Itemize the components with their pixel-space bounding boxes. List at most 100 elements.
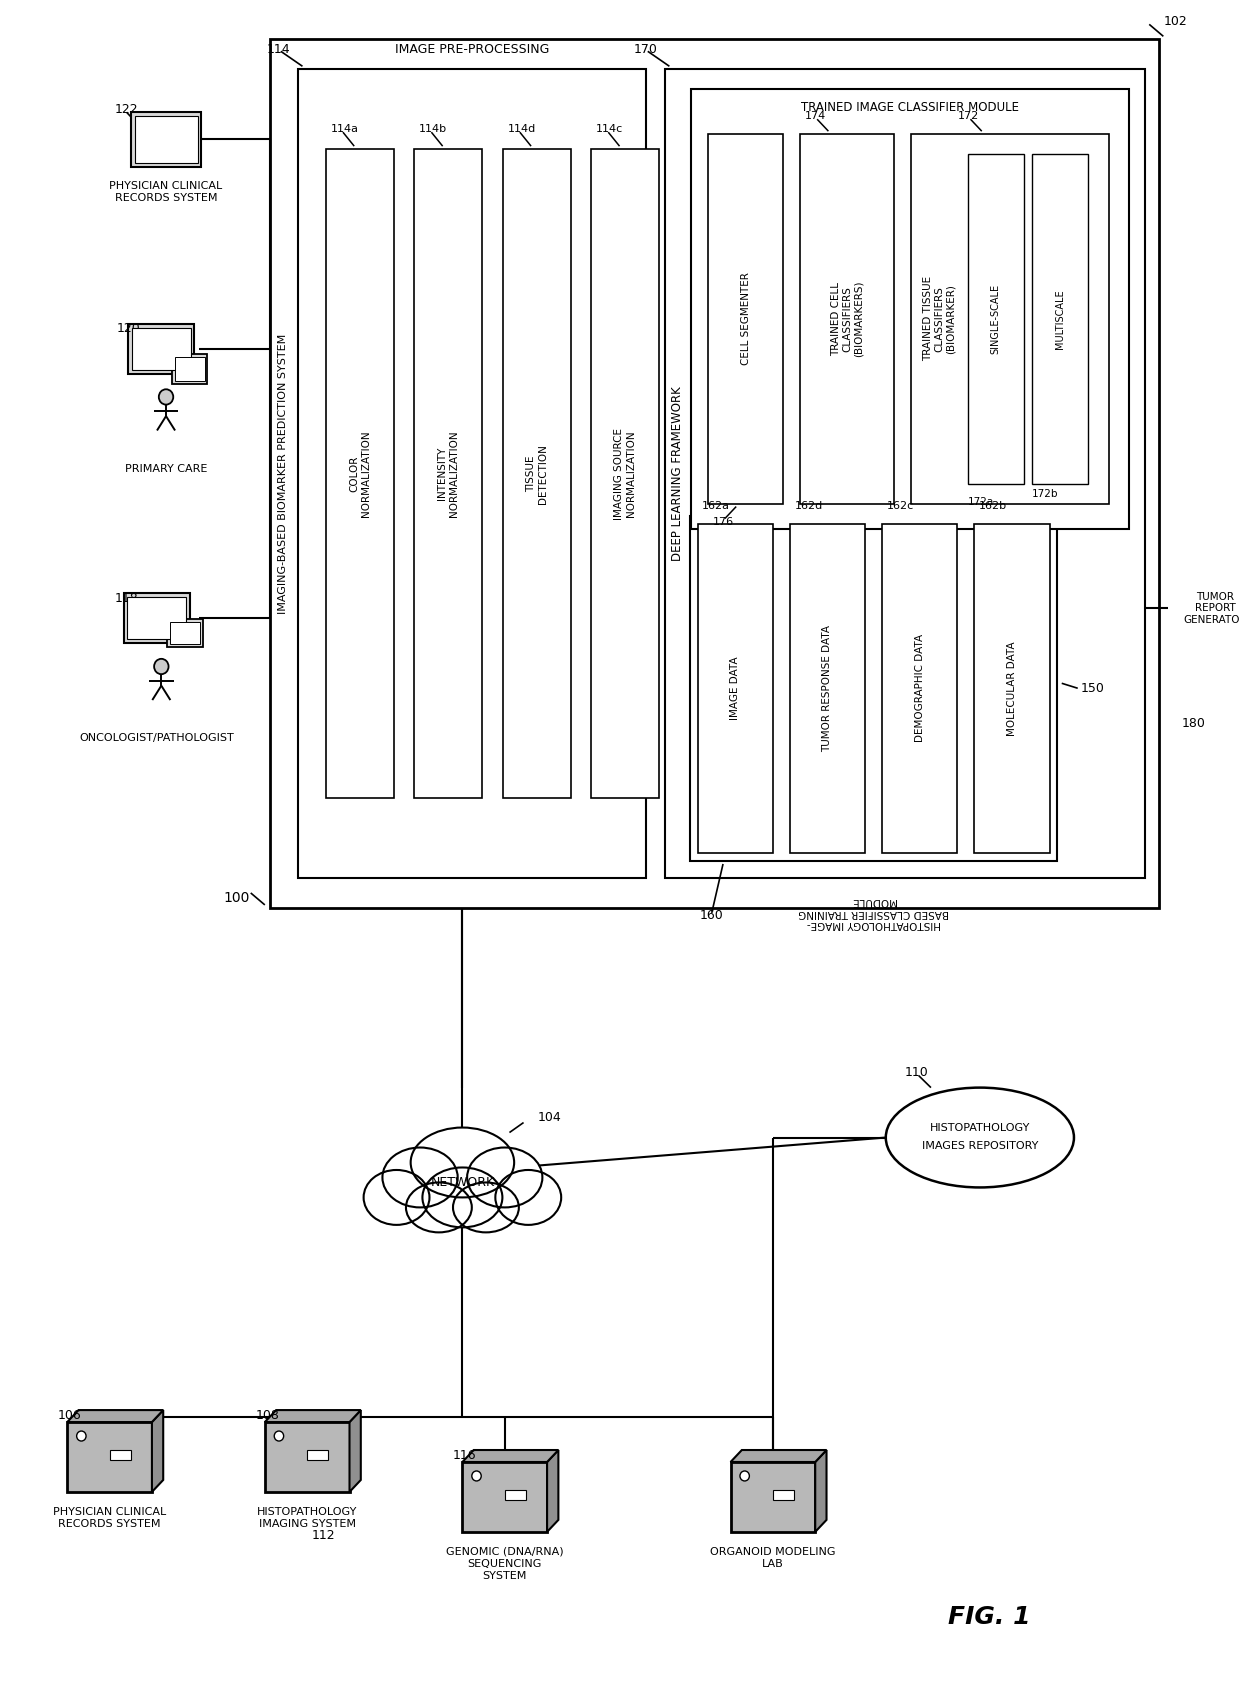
Text: IMAGES REPOSITORY: IMAGES REPOSITORY	[921, 1141, 1038, 1151]
Bar	[269, 39, 1158, 908]
Text: DEEP LEARNING FRAMEWORK: DEEP LEARNING FRAMEWORK	[671, 385, 684, 560]
Bar	[975, 523, 1049, 852]
Text: 160: 160	[699, 910, 723, 922]
Bar	[175, 357, 205, 380]
Bar	[708, 134, 784, 504]
Circle shape	[740, 1470, 749, 1481]
Text: 150: 150	[1080, 683, 1105, 694]
Bar	[665, 70, 1145, 878]
Text: INTENSITY
NORMALIZATION: INTENSITY NORMALIZATION	[438, 430, 459, 516]
Text: RECORDS SYSTEM: RECORDS SYSTEM	[115, 194, 217, 204]
Text: 114c: 114c	[596, 124, 624, 134]
Text: 100: 100	[223, 891, 249, 905]
Text: ORGANOID MODELING: ORGANOID MODELING	[711, 1547, 836, 1557]
Text: PHYSICIAN CLINICAL: PHYSICIAN CLINICAL	[53, 1506, 166, 1516]
Ellipse shape	[467, 1148, 542, 1207]
Text: TUMOR
REPORT
GENERATOR: TUMOR REPORT GENERATOR	[1183, 593, 1240, 625]
Text: PHYSICIAN CLINICAL: PHYSICIAN CLINICAL	[109, 182, 223, 192]
Text: 112: 112	[312, 1530, 336, 1542]
Bar	[1032, 155, 1087, 484]
Bar	[171, 353, 207, 384]
Text: 114a: 114a	[331, 124, 358, 134]
Text: 122: 122	[114, 102, 138, 115]
Circle shape	[471, 1470, 481, 1481]
Bar	[414, 149, 482, 798]
Bar	[463, 1462, 547, 1532]
Text: PRIMARY CARE: PRIMARY CARE	[125, 464, 207, 474]
Text: SINGLE-SCALE: SINGLE-SCALE	[991, 284, 1001, 353]
Text: TRAINED CELL
CLASSIFIERS
(BIOMARKERS): TRAINED CELL CLASSIFIERS (BIOMARKERS)	[831, 280, 864, 357]
Text: LAB: LAB	[763, 1559, 784, 1569]
Text: SYSTEM: SYSTEM	[482, 1571, 527, 1581]
Bar	[691, 90, 1128, 528]
Bar	[134, 115, 197, 163]
Text: TISSUE
DETECTION: TISSUE DETECTION	[526, 443, 548, 504]
Ellipse shape	[495, 1170, 562, 1224]
Bar	[505, 1489, 526, 1501]
Bar	[130, 112, 201, 166]
Ellipse shape	[885, 1088, 1074, 1187]
Text: 162b: 162b	[978, 501, 1007, 511]
Bar	[800, 134, 894, 504]
Bar	[124, 593, 190, 644]
Text: TRAINED TISSUE
CLASSIFIERS
(BIOMARKER): TRAINED TISSUE CLASSIFIERS (BIOMARKER)	[923, 277, 956, 362]
Ellipse shape	[382, 1148, 458, 1207]
Polygon shape	[265, 1409, 361, 1421]
Text: 180: 180	[1182, 717, 1207, 730]
Polygon shape	[730, 1450, 827, 1462]
Text: 114d: 114d	[507, 124, 536, 134]
Text: 102: 102	[1163, 15, 1187, 27]
Text: 120: 120	[117, 323, 141, 335]
Text: 170: 170	[634, 42, 657, 56]
Text: 162a: 162a	[702, 501, 730, 511]
Text: IMAGING-BASED BIOMARKER PREDICTION SYSTEM: IMAGING-BASED BIOMARKER PREDICTION SYSTE…	[278, 333, 288, 613]
Text: CELL SEGMENTER: CELL SEGMENTER	[740, 272, 750, 365]
Text: COLOR
NORMALIZATION: COLOR NORMALIZATION	[348, 430, 371, 516]
Text: RECORDS SYSTEM: RECORDS SYSTEM	[58, 1520, 161, 1528]
Text: 104: 104	[538, 1110, 562, 1124]
Circle shape	[274, 1431, 284, 1442]
Text: HISTOPATHOLOGY: HISTOPATHOLOGY	[257, 1506, 357, 1516]
Bar	[882, 523, 957, 852]
Text: MOLECULAR DATA: MOLECULAR DATA	[1007, 640, 1017, 735]
Bar	[109, 1450, 130, 1460]
Text: MULTISCALE: MULTISCALE	[1055, 289, 1065, 348]
Text: 172: 172	[959, 110, 980, 121]
Bar	[773, 1489, 794, 1501]
Text: 162c: 162c	[887, 501, 914, 511]
Text: FIG. 1: FIG. 1	[949, 1605, 1030, 1628]
Text: 108: 108	[255, 1409, 279, 1421]
Bar	[326, 149, 394, 798]
Polygon shape	[463, 1450, 558, 1462]
Bar	[167, 620, 202, 647]
Polygon shape	[153, 1409, 164, 1493]
Text: IMAGING SOURCE
NORMALIZATION: IMAGING SOURCE NORMALIZATION	[614, 428, 636, 520]
Bar	[133, 328, 191, 370]
Circle shape	[77, 1431, 86, 1442]
Circle shape	[154, 659, 169, 674]
Bar	[298, 70, 646, 878]
Text: 172a: 172a	[967, 496, 994, 506]
Bar	[308, 1450, 329, 1460]
Text: ONCOLOGIST/PATHOLOGIST: ONCOLOGIST/PATHOLOGIST	[79, 734, 234, 744]
Bar	[1173, 509, 1240, 708]
Text: 118: 118	[114, 593, 138, 604]
Text: IMAGE PRE-PROCESSING: IMAGE PRE-PROCESSING	[394, 42, 549, 56]
Text: HISTOPATHOLOGY IMAGE-
BASED CLASSIFIER TRAINING
MODULE: HISTOPATHOLOGY IMAGE- BASED CLASSIFIER T…	[799, 897, 949, 929]
Text: IMAGE DATA: IMAGE DATA	[730, 657, 740, 720]
Bar	[265, 1421, 350, 1493]
Text: DEMOGRAPHIC DATA: DEMOGRAPHIC DATA	[915, 633, 925, 742]
Text: 172b: 172b	[1032, 489, 1058, 499]
Text: SEQUENCING: SEQUENCING	[467, 1559, 542, 1569]
Text: GENOMIC (DNA/RNA): GENOMIC (DNA/RNA)	[446, 1547, 563, 1557]
Bar	[730, 1462, 815, 1532]
Text: 114: 114	[267, 42, 290, 56]
Bar	[129, 324, 195, 374]
Text: NETWORK: NETWORK	[430, 1177, 495, 1189]
Polygon shape	[815, 1450, 827, 1532]
Bar	[170, 623, 200, 644]
Bar	[911, 134, 1109, 504]
Circle shape	[159, 389, 174, 404]
Ellipse shape	[453, 1182, 518, 1233]
Text: 176: 176	[713, 516, 734, 526]
